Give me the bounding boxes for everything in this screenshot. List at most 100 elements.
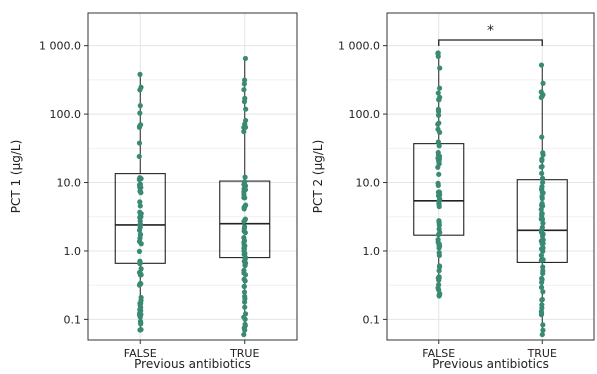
data-point — [242, 304, 248, 310]
data-point — [138, 122, 144, 128]
data-point — [137, 203, 143, 209]
data-point — [436, 143, 442, 149]
data-point — [138, 307, 144, 314]
data-point — [540, 268, 546, 274]
data-point — [539, 211, 545, 217]
x-tick-label: TRUE — [527, 347, 557, 360]
data-point — [539, 134, 545, 140]
data-point — [241, 189, 247, 195]
y-tick-label: 1.0 — [363, 245, 381, 258]
data-point — [137, 199, 143, 205]
data-point — [241, 299, 248, 305]
data-point — [436, 171, 442, 177]
x-axis-title: Previous antibiotics — [134, 357, 251, 371]
data-point — [435, 180, 441, 186]
data-point — [435, 275, 441, 281]
y-tick-label: 100.0 — [50, 108, 82, 121]
data-point — [539, 170, 545, 177]
data-point — [540, 327, 546, 333]
data-point — [137, 260, 143, 266]
data-point — [437, 94, 443, 100]
data-point — [137, 213, 144, 219]
data-point — [538, 62, 545, 68]
data-point — [437, 192, 443, 198]
y-tick-label: 0.1 — [363, 313, 381, 326]
data-point — [540, 257, 546, 263]
data-point — [436, 292, 442, 298]
data-point — [539, 275, 545, 282]
data-point — [436, 268, 442, 274]
data-point — [538, 284, 545, 290]
data-point — [137, 231, 144, 237]
chart-panel-2: 0.1 1.0 10.0 100.0 1 000.0 FALSE TRUE * PCT 2 (µ… — [311, 12, 595, 371]
data-point — [436, 158, 442, 164]
data-point — [242, 243, 248, 249]
data-point — [435, 285, 441, 291]
data-point — [242, 272, 249, 278]
data-point — [242, 124, 249, 130]
data-point — [138, 84, 144, 90]
data-point — [136, 176, 142, 183]
data-point — [241, 276, 247, 282]
data-point — [138, 266, 144, 272]
data-point — [242, 260, 249, 266]
data-point — [242, 256, 248, 262]
data-point — [137, 188, 143, 194]
data-point — [540, 289, 546, 295]
data-point — [242, 55, 249, 62]
data-point — [136, 140, 143, 146]
data-point — [137, 270, 143, 276]
data-point — [242, 230, 248, 236]
data-point — [435, 232, 442, 238]
data-point — [242, 203, 248, 209]
data-point — [435, 108, 442, 115]
data-point — [241, 289, 248, 295]
y-axis-title: PCT 1 (µg/L) — [9, 140, 23, 214]
data-point — [539, 216, 546, 222]
data-point — [138, 327, 144, 333]
data-point — [538, 312, 545, 318]
data-point — [242, 216, 248, 222]
data-point — [437, 65, 443, 71]
data-point — [137, 313, 143, 319]
significance-bracket — [438, 39, 543, 46]
data-point — [436, 241, 442, 247]
chart-panel-1: 0.1 1.0 10.0 100.0 1 000.0 FALSE TRUE PCT 1 (µg… — [9, 12, 298, 371]
data-point — [539, 296, 545, 303]
x-tick-label: FALSE — [124, 347, 157, 360]
data-point — [538, 164, 544, 170]
data-point — [242, 195, 248, 201]
data-point — [136, 248, 143, 254]
data-point — [242, 250, 248, 257]
y-tick-label: 10.0 — [356, 177, 381, 190]
data-point — [137, 318, 144, 324]
data-point — [540, 245, 546, 251]
data-point — [436, 120, 442, 126]
data-point — [539, 93, 545, 99]
y-axis-title: PCT 2 (µg/L) — [311, 140, 325, 214]
data-point — [138, 297, 144, 304]
data-point — [136, 153, 142, 160]
data-point — [138, 222, 144, 228]
data-point — [540, 322, 546, 328]
y-tick-label: 1 000.0 — [39, 40, 81, 53]
y-tick-label: 0.1 — [64, 313, 82, 326]
data-point — [540, 231, 546, 237]
data-point — [436, 263, 443, 269]
data-point — [241, 77, 248, 83]
data-point — [540, 190, 546, 196]
data-point — [241, 179, 248, 186]
data-point — [539, 279, 545, 286]
data-point — [136, 238, 143, 245]
x-axis-title: Previous antibiotics — [432, 357, 549, 371]
data-point — [540, 179, 546, 186]
data-point — [241, 99, 248, 105]
data-point — [436, 200, 442, 206]
data-point — [241, 283, 247, 290]
data-point — [243, 106, 249, 112]
y-tick-label: 10.0 — [57, 177, 82, 190]
data-point — [436, 85, 443, 91]
data-point — [242, 327, 248, 333]
data-point — [137, 183, 143, 189]
data-point — [435, 126, 441, 132]
